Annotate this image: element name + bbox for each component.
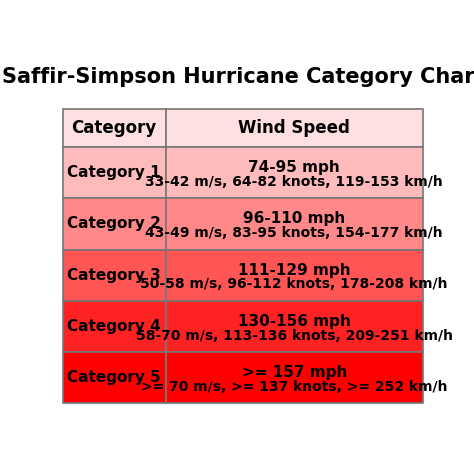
Text: 50-58 m/s, 96-112 knots, 178-208 km/h: 50-58 m/s, 96-112 knots, 178-208 km/h xyxy=(140,278,448,291)
Text: Category 4: Category 4 xyxy=(67,319,161,334)
Text: 58-70 m/s, 113-136 knots, 209-251 km/h: 58-70 m/s, 113-136 knots, 209-251 km/h xyxy=(136,329,453,343)
Text: Category 2: Category 2 xyxy=(67,217,161,232)
Bar xyxy=(165,250,423,301)
Text: 111-129 mph: 111-129 mph xyxy=(238,263,351,278)
Text: 96-110 mph: 96-110 mph xyxy=(243,212,346,226)
Text: 33-42 m/s, 64-82 knots, 119-153 km/h: 33-42 m/s, 64-82 knots, 119-153 km/h xyxy=(146,175,443,189)
Bar xyxy=(165,198,423,250)
Bar xyxy=(63,147,165,198)
Bar xyxy=(63,352,165,403)
Text: Category 5: Category 5 xyxy=(67,370,161,385)
Text: 43-49 m/s, 83-95 knots, 154-177 km/h: 43-49 m/s, 83-95 knots, 154-177 km/h xyxy=(146,226,443,240)
Bar xyxy=(63,198,165,250)
Bar xyxy=(63,250,165,301)
Bar xyxy=(165,109,423,147)
Text: Category 3: Category 3 xyxy=(67,268,161,283)
Text: Category: Category xyxy=(72,119,157,137)
Bar xyxy=(63,109,165,147)
Text: 130-156 mph: 130-156 mph xyxy=(238,314,351,329)
Bar xyxy=(165,301,423,352)
Text: >= 70 m/s, >= 137 knots, >= 252 km/h: >= 70 m/s, >= 137 knots, >= 252 km/h xyxy=(141,380,447,394)
Text: Saffir-Simpson Hurricane Category Chart: Saffir-Simpson Hurricane Category Chart xyxy=(1,67,474,87)
Text: 74-95 mph: 74-95 mph xyxy=(248,160,340,175)
Bar xyxy=(63,301,165,352)
Bar xyxy=(165,352,423,403)
Text: Category 1: Category 1 xyxy=(67,165,161,180)
Bar xyxy=(165,147,423,198)
Text: >= 157 mph: >= 157 mph xyxy=(242,365,347,380)
Text: Wind Speed: Wind Speed xyxy=(238,119,350,137)
